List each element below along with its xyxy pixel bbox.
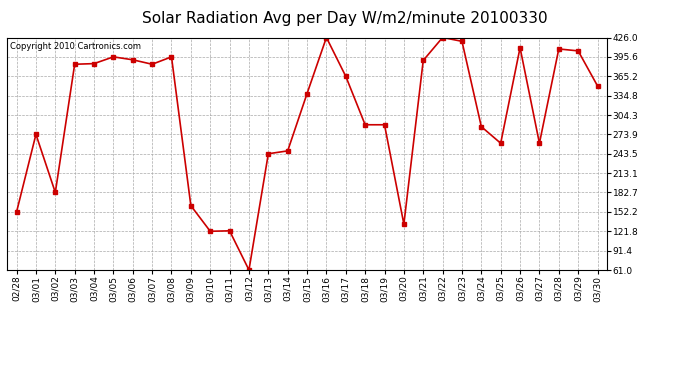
Text: Solar Radiation Avg per Day W/m2/minute 20100330: Solar Radiation Avg per Day W/m2/minute … — [142, 11, 548, 26]
Text: Copyright 2010 Cartronics.com: Copyright 2010 Cartronics.com — [10, 42, 141, 51]
